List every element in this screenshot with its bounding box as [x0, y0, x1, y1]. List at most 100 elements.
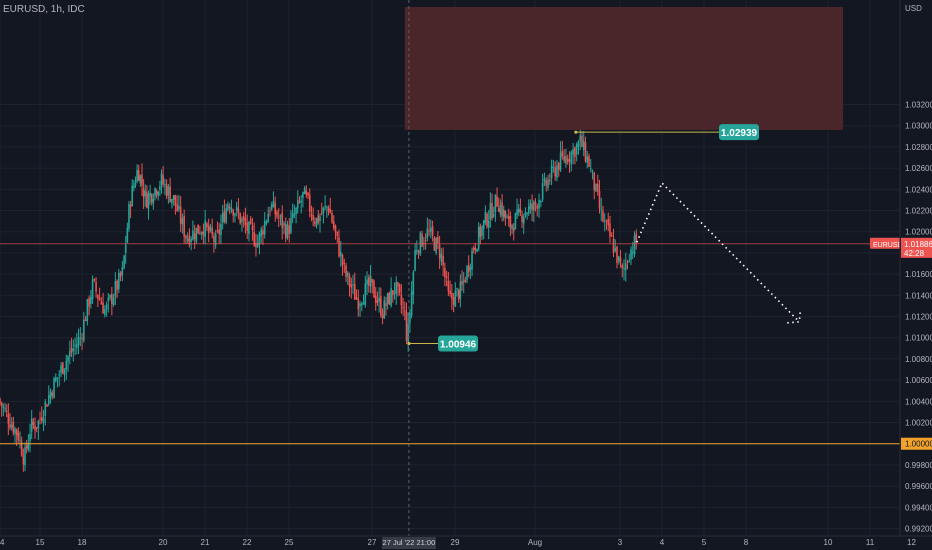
- candle-body: [37, 420, 40, 429]
- candle-body: [543, 178, 546, 182]
- candle-body: [204, 220, 206, 237]
- candle-body: [621, 264, 624, 269]
- candle-body: [147, 194, 150, 209]
- candle-body: [461, 281, 463, 285]
- candle-body: [369, 275, 372, 287]
- candle-body: [397, 282, 399, 287]
- candle-body: [610, 235, 613, 237]
- price-tick-label: 0.99800: [905, 461, 932, 470]
- candle-body: [95, 281, 97, 292]
- candle-body: [308, 194, 311, 212]
- time-tick-label: Aug: [528, 538, 542, 547]
- candle-body: [281, 212, 284, 229]
- candle-body: [209, 226, 212, 231]
- candle-body: [112, 297, 115, 306]
- candle-body: [588, 156, 590, 168]
- currency-label: USD: [905, 4, 922, 13]
- candle-body: [517, 208, 520, 213]
- candle-body: [336, 231, 339, 236]
- candle-body: [255, 243, 257, 248]
- candle-body: [186, 238, 189, 241]
- candle-body: [47, 395, 50, 405]
- candle-body: [324, 205, 326, 207]
- candle-body: [20, 441, 23, 456]
- candle-body: [79, 337, 82, 339]
- candle-body: [123, 255, 125, 268]
- candle-body: [124, 244, 127, 253]
- current-price-text: 1.01886: [904, 240, 932, 249]
- candle-body: [600, 208, 603, 210]
- candle-body: [121, 267, 124, 276]
- candle-body: [291, 212, 294, 219]
- candle-body: [536, 205, 539, 209]
- candle-body: [582, 140, 585, 150]
- candle-body: [545, 180, 548, 186]
- candle-body: [494, 194, 497, 213]
- candle-body: [164, 184, 166, 186]
- candle-body: [414, 249, 416, 271]
- candle-body: [353, 284, 356, 300]
- candle-body: [630, 249, 632, 260]
- candle-body: [144, 191, 147, 196]
- candle-body: [462, 280, 465, 282]
- time-tick-label: 14: [0, 538, 5, 547]
- candle-body: [566, 158, 569, 163]
- candle-body: [442, 255, 444, 266]
- candle-body: [380, 296, 382, 316]
- candle-body: [58, 373, 61, 376]
- candle-body: [617, 256, 620, 262]
- candle-body: [248, 221, 250, 235]
- candle-body: [393, 291, 396, 293]
- price-axis[interactable]: USD 1.03200 1.03000 1.02800 1.02600 1.02400 1.…: [899, 0, 932, 550]
- swing-low-callout-anchor: [407, 341, 411, 346]
- candle-body: [165, 184, 168, 197]
- candle-body: [102, 302, 104, 314]
- price-tick-label: 1.03000: [905, 122, 932, 131]
- horizontal-levels: [0, 243, 900, 445]
- candle-body: [451, 293, 453, 300]
- candle-body: [202, 231, 205, 236]
- time-tick-label: 18: [78, 538, 87, 547]
- swing-high-callout-anchor: [574, 130, 578, 134]
- time-axis[interactable]: 14 15 18 20 21 22 25 27 29 Aug 3 4 5 8 10 11 12 27 Jul '2…: [0, 535, 932, 550]
- candle-body: [152, 199, 155, 204]
- candle-body: [171, 198, 173, 204]
- price-axis-bg: [900, 0, 932, 550]
- candle-body: [100, 301, 103, 305]
- candle-body: [129, 204, 132, 207]
- candle-body: [214, 233, 217, 246]
- candle-body: [84, 319, 87, 322]
- candle-body: [319, 216, 321, 222]
- candle-body: [471, 250, 473, 270]
- candle-body: [534, 202, 537, 205]
- candle-body: [314, 221, 316, 224]
- candle-body: [154, 188, 156, 197]
- candle-body: [362, 302, 365, 305]
- candle-body: [51, 392, 54, 396]
- candle-body: [179, 206, 182, 224]
- candle-body: [239, 213, 241, 224]
- candle-body: [607, 219, 610, 226]
- candle-body: [272, 200, 275, 207]
- candle-body: [142, 188, 145, 198]
- candle-body: [570, 151, 573, 165]
- candle-body: [284, 224, 287, 239]
- candle-body: [227, 204, 229, 210]
- candle-body: [577, 141, 580, 147]
- candle-body: [487, 221, 490, 228]
- candle-body: [22, 456, 25, 465]
- candle-body: [416, 250, 418, 252]
- candle-body: [146, 192, 148, 208]
- time-tick-label: 27: [368, 538, 377, 547]
- candle-body: [235, 206, 238, 211]
- candle-body: [169, 186, 171, 202]
- candle-body: [366, 279, 368, 285]
- candle-body: [155, 190, 158, 195]
- candle-body: [350, 284, 353, 288]
- candle-body: [339, 252, 342, 257]
- candle-body: [476, 248, 478, 252]
- candle-body: [477, 226, 480, 249]
- candle-body: [332, 221, 335, 229]
- candle-body: [355, 297, 358, 300]
